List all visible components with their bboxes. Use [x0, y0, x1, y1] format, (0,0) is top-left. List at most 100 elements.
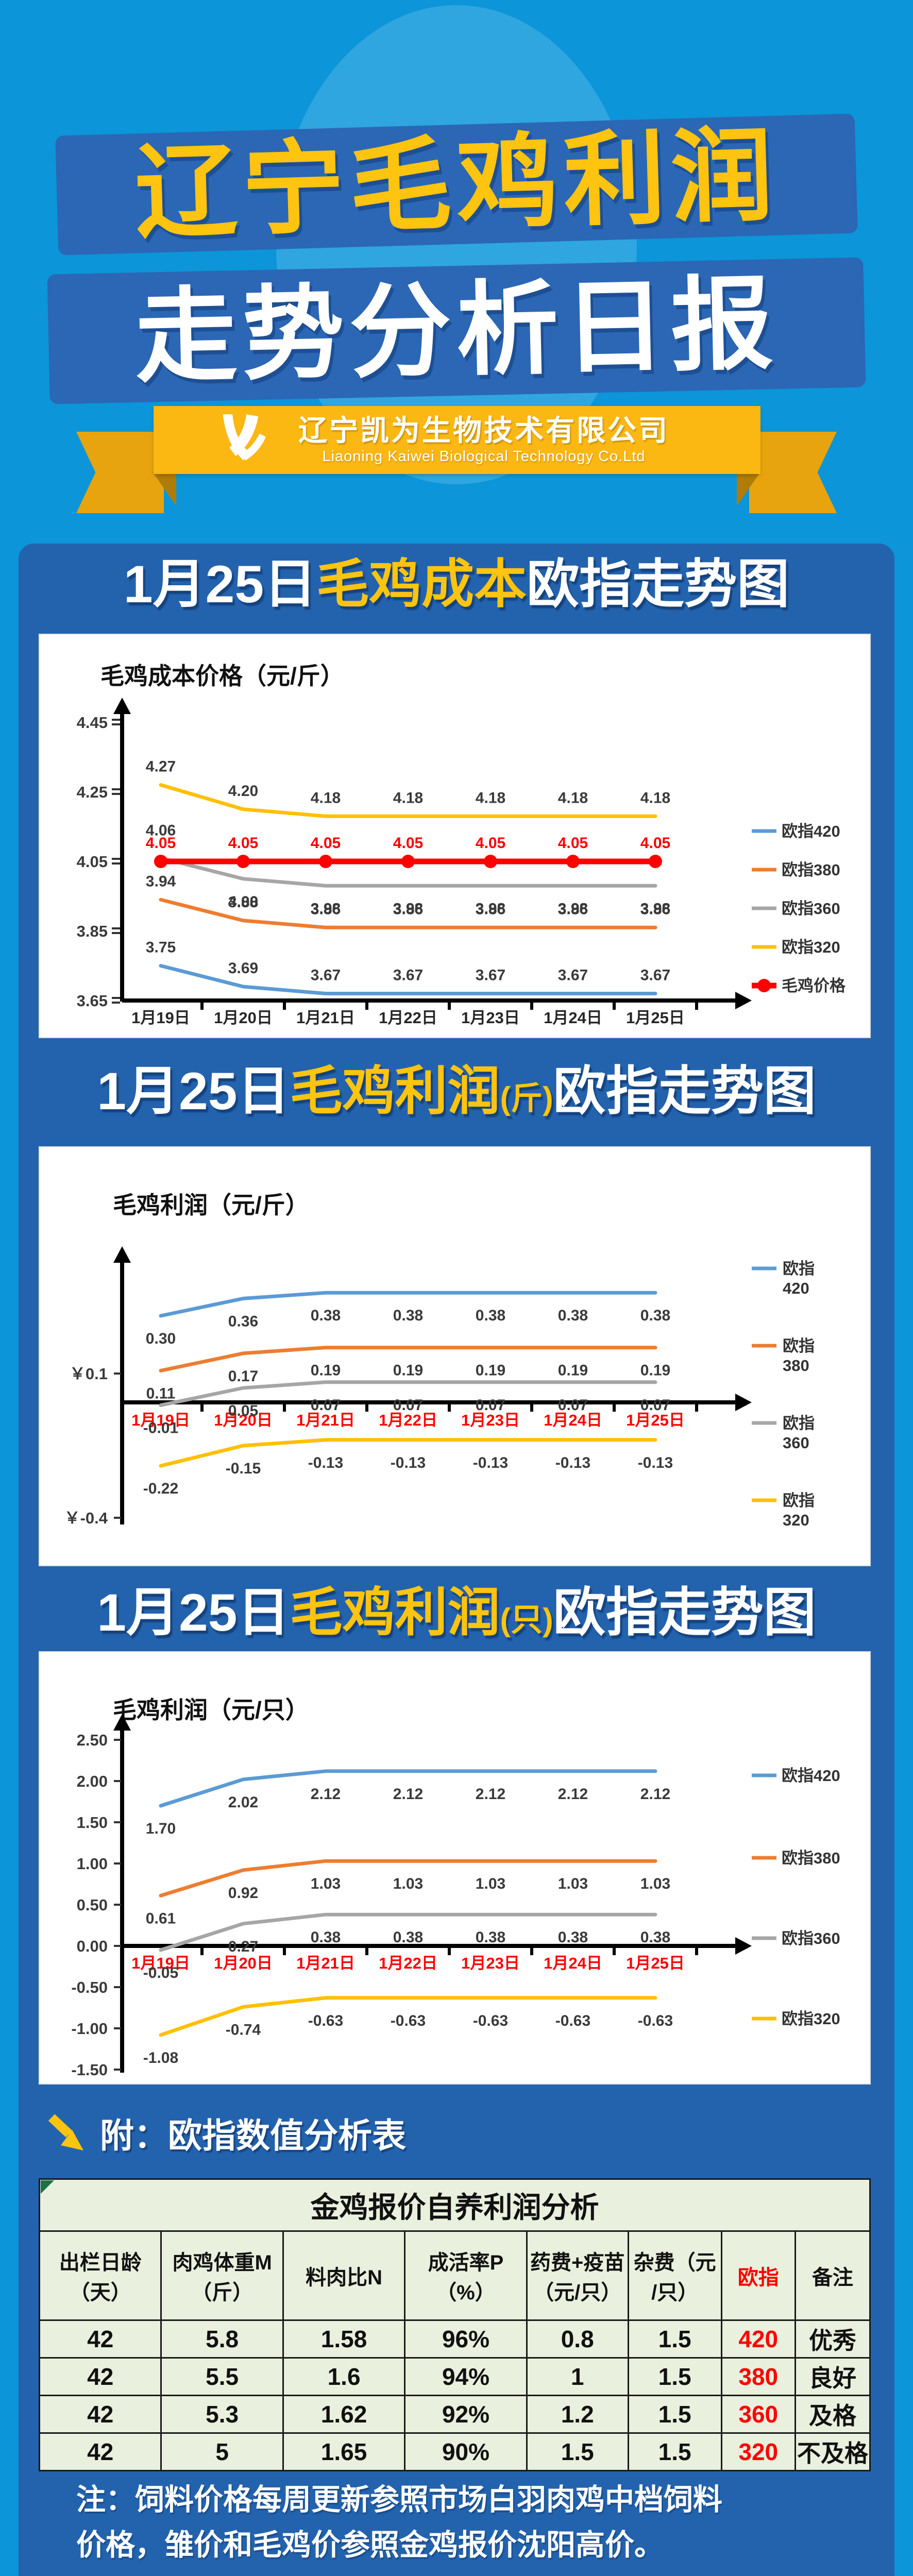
- svg-text:1月19日: 1月19日: [131, 1954, 190, 1972]
- svg-text:4.00: 4.00: [228, 893, 258, 910]
- section2-highlight: 毛鸡利润: [290, 1062, 500, 1121]
- svg-text:1.70: 1.70: [146, 1820, 176, 1837]
- table-cell: 380: [720, 2357, 796, 2396]
- company-name-cn: 辽宁凯为生物技术有限公司: [298, 414, 669, 447]
- svg-text:欧指360: 欧指360: [782, 900, 840, 918]
- svg-text:0.07: 0.07: [476, 1397, 505, 1414]
- table-cell: 1.6: [282, 2357, 406, 2396]
- table-cell: 5.3: [160, 2395, 284, 2434]
- svg-text:4.18: 4.18: [476, 789, 505, 806]
- main-title-block-1: 辽宁毛鸡利润: [55, 113, 858, 256]
- svg-text:欧指380: 欧指380: [782, 1849, 840, 1867]
- svg-text:0.38: 0.38: [311, 1307, 341, 1324]
- svg-text:-0.15: -0.15: [226, 1460, 261, 1477]
- cost-chart-svg: 毛鸡成本价格（元/斤） 4.45 4.25 4.05 3.85 3.65 1月19日 1月20…: [77, 663, 846, 1027]
- svg-text:0.07: 0.07: [640, 1397, 670, 1414]
- table-cell: 1.5: [627, 2432, 722, 2471]
- bent-arrow-icon: [48, 2114, 83, 2150]
- table-cell: 1.65: [282, 2432, 406, 2471]
- table-row: 42 5 1.65 90% 1.5 1.5 320 不及格: [38, 2432, 871, 2471]
- table-cell: 94%: [404, 2357, 528, 2396]
- table-cell: 5.8: [160, 2319, 284, 2359]
- kaiwei-bird-logo-icon: [223, 414, 266, 461]
- svg-text:1月23日: 1月23日: [461, 1411, 520, 1429]
- svg-text:-0.63: -0.63: [555, 2012, 590, 2029]
- ribbon-tail-left: [76, 432, 164, 513]
- svg-text:4.05: 4.05: [311, 835, 341, 852]
- svg-text:1月21日: 1月21日: [296, 1411, 355, 1429]
- svg-text:3.98: 3.98: [393, 900, 423, 917]
- svg-text:0.38: 0.38: [393, 1929, 423, 1946]
- appendix-title: 附：欧指数值分析表: [100, 2116, 406, 2155]
- svg-text:1月24日: 1月24日: [544, 1411, 602, 1429]
- section3-highlight: 毛鸡利润: [290, 1583, 500, 1642]
- svg-text:0.27: 0.27: [228, 1938, 258, 1955]
- svg-text:4.05: 4.05: [228, 835, 258, 852]
- table-row: 42 5.5 1.6 94% 1 1.5 380 良好: [38, 2357, 871, 2396]
- svg-text:2.12: 2.12: [476, 1786, 505, 1803]
- svg-text:3.98: 3.98: [558, 900, 588, 917]
- table-col-header: 出栏日龄 （天）: [38, 2230, 162, 2321]
- table-col-header: 药费+疫苗 （元/只）: [526, 2230, 629, 2321]
- table-cell: 320: [720, 2432, 796, 2471]
- svg-text:3.86: 3.86: [393, 901, 423, 918]
- svg-text:毛鸡利润（元/只）: 毛鸡利润（元/只）: [113, 1697, 309, 1723]
- svg-text:1月22日: 1月22日: [379, 1411, 437, 1429]
- company-name-en: Liaoning Kaiwei Biological Technology Co…: [322, 448, 646, 465]
- table-cell: 90%: [404, 2432, 528, 2471]
- svg-text:欧指: 欧指: [783, 1414, 815, 1432]
- svg-text:1月19日: 1月19日: [131, 1009, 190, 1027]
- svg-text:0.19: 0.19: [476, 1362, 505, 1379]
- svg-text:-0.13: -0.13: [391, 1454, 426, 1471]
- svg-text:1月25日: 1月25日: [626, 1411, 685, 1429]
- svg-text:0.61: 0.61: [146, 1910, 176, 1927]
- svg-text:4.05: 4.05: [146, 835, 176, 852]
- svg-text:380: 380: [783, 1357, 809, 1375]
- section-title-cost: 1月25日毛鸡成本欧指走势图: [19, 555, 894, 613]
- svg-text:1月24日: 1月24日: [544, 1009, 602, 1027]
- svg-text:0.19: 0.19: [558, 1362, 588, 1379]
- profit-per-jin-chart-svg: 毛鸡利润（元/斤） ￥0.1 ￥-0.4 1月19日 1月20日 1月21日 1月22日 1月…: [64, 1192, 815, 1529]
- profit-per-bird-chart-panel: 毛鸡利润（元/只） 2.50 2.00 1.50 1.00 0.50 0.00 -0.50 -1…: [39, 1651, 871, 2084]
- section2-suffix: 欧指走势图: [553, 1062, 816, 1121]
- table-row: 42 5.3 1.62 92% 1.2 1.5 360 及格: [38, 2395, 871, 2434]
- svg-text:-0.13: -0.13: [555, 1454, 590, 1471]
- svg-text:0.38: 0.38: [393, 1307, 423, 1324]
- svg-text:1月24日: 1月24日: [544, 1954, 602, 1972]
- table-cell: 360: [720, 2395, 796, 2434]
- table-cell: 1.5: [627, 2357, 722, 2396]
- svg-text:3.86: 3.86: [558, 901, 588, 918]
- table-cell: 0.8: [526, 2319, 629, 2359]
- svg-text:0.38: 0.38: [640, 1929, 670, 1946]
- svg-text:3.67: 3.67: [558, 967, 588, 984]
- svg-text:1.03: 1.03: [558, 1875, 588, 1892]
- svg-text:￥0.1: ￥0.1: [70, 1365, 108, 1383]
- svg-text:0.07: 0.07: [558, 1397, 588, 1414]
- svg-text:4.05: 4.05: [77, 853, 108, 871]
- table-cell: 1.5: [627, 2319, 722, 2359]
- main-title-block-2: 走势分析日报: [47, 257, 866, 404]
- svg-text:4.18: 4.18: [393, 789, 423, 806]
- section3-date: 1月25日: [97, 1583, 290, 1642]
- svg-text:420: 420: [783, 1279, 809, 1297]
- table-col-header: 备注: [794, 2230, 871, 2321]
- table-cell: 1.2: [526, 2395, 629, 2434]
- section-title-profit-jin: 1月25日毛鸡利润(斤)欧指走势图: [19, 1062, 894, 1120]
- table-col-header: 肉鸡体重M （斤）: [160, 2230, 284, 2321]
- svg-text:-0.63: -0.63: [473, 2012, 508, 2029]
- svg-text:1月21日: 1月21日: [296, 1009, 355, 1027]
- svg-text:3.94: 3.94: [146, 873, 176, 890]
- table-cell: 96%: [404, 2319, 528, 2359]
- svg-text:0.38: 0.38: [476, 1307, 505, 1324]
- company-name-group: 辽宁凯为生物技术有限公司 Liaoning Kaiwei Biological …: [269, 415, 699, 466]
- section3-suffix: 欧指走势图: [553, 1583, 816, 1642]
- svg-text:1月23日: 1月23日: [461, 1009, 520, 1027]
- svg-text:1月25日: 1月25日: [626, 1009, 685, 1027]
- svg-text:欧指320: 欧指320: [782, 2010, 840, 2028]
- svg-text:3.98: 3.98: [640, 900, 670, 917]
- section2-date: 1月25日: [97, 1062, 290, 1121]
- table-cell: 1.62: [282, 2395, 406, 2434]
- section2-unit: (斤): [500, 1081, 553, 1116]
- svg-text:0.19: 0.19: [311, 1362, 341, 1379]
